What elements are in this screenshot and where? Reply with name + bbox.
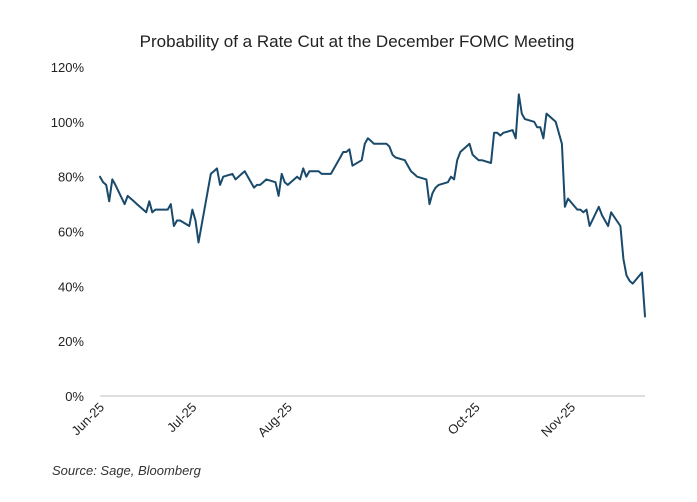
y-tick-label: 0% [65, 389, 84, 404]
y-tick-label: 100% [51, 115, 85, 130]
y-tick-label: 80% [58, 170, 84, 185]
y-tick-label: 20% [58, 334, 84, 349]
y-axis-labels: 0% 20% 40% 60% 80% 100% 120% [51, 60, 85, 404]
y-tick-label: 40% [58, 279, 84, 294]
y-tick-label: 120% [51, 60, 85, 75]
x-axis-labels: Jun-25 Jul-25 Aug-25 Oct-25 Nov-25 [68, 400, 578, 440]
series-line [99, 93, 646, 318]
x-tick-label: Nov-25 [538, 400, 578, 440]
chart-title: Probability of a Rate Cut at the Decembe… [140, 32, 575, 51]
x-tick-label: Oct-25 [445, 400, 483, 438]
x-tick-label: Aug-25 [255, 400, 295, 440]
x-tick-label: Jul-25 [164, 400, 200, 436]
x-tick-label: Jun-25 [68, 400, 107, 439]
y-tick-label: 60% [58, 225, 84, 240]
source-note: Source: Sage, Bloomberg [52, 463, 201, 478]
